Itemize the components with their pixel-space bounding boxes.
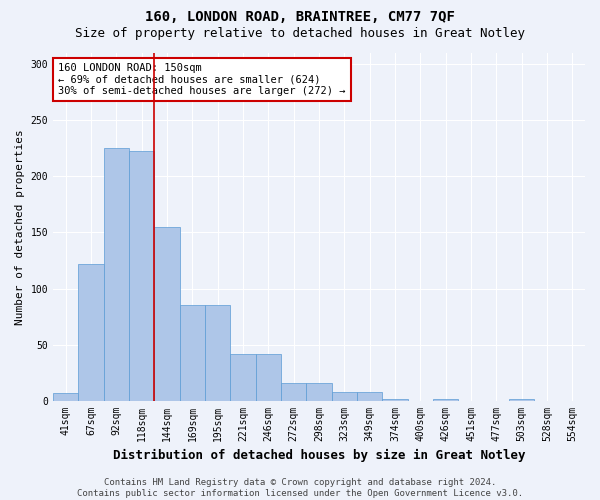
Bar bbox=[79, 264, 104, 401]
Bar bbox=[509, 398, 535, 401]
Text: 160, LONDON ROAD, BRAINTREE, CM77 7QF: 160, LONDON ROAD, BRAINTREE, CM77 7QF bbox=[145, 10, 455, 24]
Bar bbox=[382, 398, 407, 401]
Bar bbox=[53, 393, 79, 401]
Bar bbox=[332, 392, 357, 401]
Y-axis label: Number of detached properties: Number of detached properties bbox=[15, 129, 25, 324]
Bar bbox=[433, 398, 458, 401]
Bar bbox=[230, 354, 256, 401]
Text: 160 LONDON ROAD: 150sqm
← 69% of detached houses are smaller (624)
30% of semi-d: 160 LONDON ROAD: 150sqm ← 69% of detache… bbox=[58, 63, 346, 96]
Bar bbox=[129, 152, 154, 401]
Bar bbox=[104, 148, 129, 401]
Bar bbox=[205, 306, 230, 401]
Bar bbox=[307, 383, 332, 401]
Bar bbox=[357, 392, 382, 401]
Text: Size of property relative to detached houses in Great Notley: Size of property relative to detached ho… bbox=[75, 28, 525, 40]
X-axis label: Distribution of detached houses by size in Great Notley: Distribution of detached houses by size … bbox=[113, 450, 525, 462]
Bar bbox=[256, 354, 281, 401]
Bar bbox=[281, 383, 307, 401]
Bar bbox=[154, 226, 179, 401]
Text: Contains HM Land Registry data © Crown copyright and database right 2024.
Contai: Contains HM Land Registry data © Crown c… bbox=[77, 478, 523, 498]
Bar bbox=[179, 306, 205, 401]
